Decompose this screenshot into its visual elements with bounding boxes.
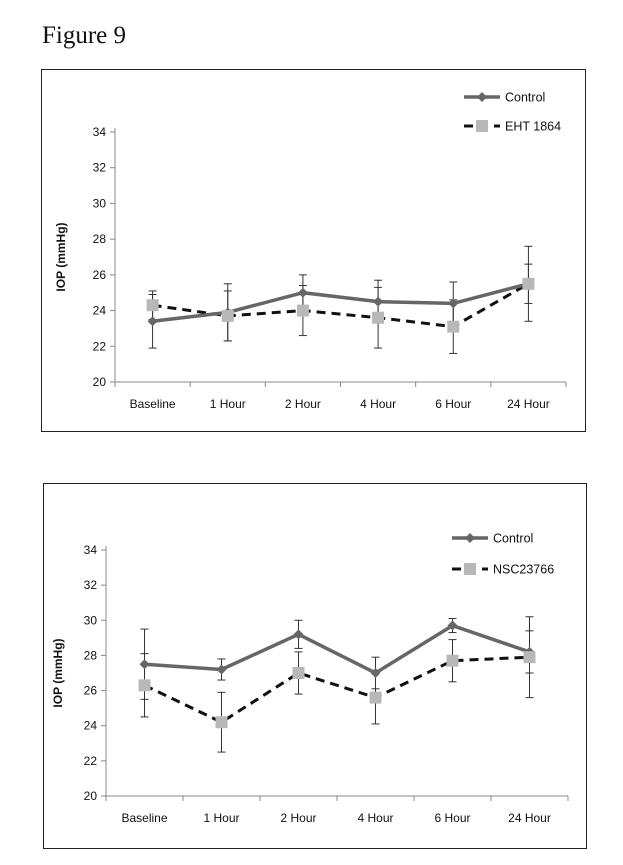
chart-1-y-axis-title: IOP (mmHg) <box>51 638 65 707</box>
chart-1-y-tick-label: 24 <box>84 719 98 733</box>
chart-0-point-treatment <box>372 311 385 324</box>
chart-0-legend-marker-treatment <box>476 120 488 132</box>
chart-1-point-control <box>447 620 458 631</box>
chart-1-legend-label-0: Control <box>493 532 533 546</box>
chart-1-point-treatment <box>369 691 382 704</box>
chart-0-y-tick-label: 22 <box>93 339 107 353</box>
chart-1-y-tick-label: 28 <box>84 648 98 662</box>
chart-1-legend-marker-control <box>465 533 475 543</box>
iop-chart-eht1864: 20 22 24 26 28 30 32 34 Baseline 1 Hour 2 Hour 4 Ho… <box>54 91 567 411</box>
chart-1-point-control <box>293 629 304 640</box>
chart-0-legend-marker-control <box>477 92 487 102</box>
chart-1-y-tick-label: 22 <box>84 754 98 768</box>
chart-1-y-tick-label: 32 <box>84 578 98 592</box>
chart-0-x-tick-label: 2 Hour <box>285 397 321 411</box>
chart-0-point-treatment <box>221 309 234 322</box>
chart-0-x-tick-label: 1 Hour <box>210 397 246 411</box>
chart-0-x-tick-label: Baseline <box>130 397 176 411</box>
chart-1-x-tick-label: 2 Hour <box>280 811 316 825</box>
chart-1-x-tick-label: 1 Hour <box>203 811 239 825</box>
chart-1-x-tick-label: 24 Hour <box>508 811 551 825</box>
chart-1-point-treatment <box>138 679 151 692</box>
chart-0-point-control <box>297 287 308 298</box>
chart-0-y-tick-label: 34 <box>93 125 107 139</box>
chart-0-point-treatment <box>146 299 159 312</box>
chart-1-series-line-0 <box>144 623 531 676</box>
chart-0-point-treatment <box>522 277 535 290</box>
chart-0-y-tick-label: 30 <box>93 196 107 210</box>
chart-0-series-line-1 <box>152 282 530 329</box>
chart-1-legend-label-1: NSC23766 <box>493 563 554 577</box>
chart-1-y-tick-label: 20 <box>84 789 98 803</box>
chart-0-legend-label-1: EHT 1864 <box>505 120 561 134</box>
chart-1-point-treatment <box>292 667 305 679</box>
chart-0-legend-label-0: Control <box>505 91 545 105</box>
chart-0-point-control <box>373 296 384 307</box>
iop-chart-nsc23766: 20 22 24 26 28 30 32 34 Baseline 1 Hour 2 Hour 4 Ho… <box>51 532 569 825</box>
chart-0-y-axis-title: IOP (mmHg) <box>54 222 68 291</box>
chart-0-point-treatment <box>447 320 460 333</box>
chart-1-point-control <box>370 668 381 678</box>
chart-1-y-tick-label: 34 <box>84 543 98 557</box>
figure-title: Figure 9 <box>42 22 127 49</box>
chart-1-legend-marker-treatment <box>464 563 476 575</box>
chart-0-point-control <box>448 298 459 309</box>
chart-0-series-line-0 <box>152 282 529 324</box>
chart-1-series-line-1 <box>143 655 530 724</box>
chart-0-x-tick-label: 24 Hour <box>507 397 550 411</box>
chart-0-y-tick-label: 26 <box>93 268 107 282</box>
chart-0-point-treatment <box>296 304 309 317</box>
chart-1-x-tick-label: 4 Hour <box>357 811 393 825</box>
chart-1-point-treatment <box>523 651 536 664</box>
chart-0-y-tick-label: 24 <box>93 304 107 318</box>
chart-0-x-tick-label: 4 Hour <box>360 397 396 411</box>
chart-1-y-tick-label: 26 <box>84 684 98 698</box>
chart-0-y-tick-label: 28 <box>93 232 107 246</box>
chart-1-point-control <box>139 659 150 670</box>
chart-0-y-tick-label: 20 <box>93 375 107 389</box>
chart-1-point-treatment <box>446 654 459 667</box>
chart-0-x-tick-label: 6 Hour <box>435 397 471 411</box>
chart-panel-top: 20 22 24 26 28 30 32 34 Baseline 1 Hour 2 Hour 4 Ho… <box>41 69 586 432</box>
chart-0-y-tick-label: 32 <box>93 161 107 175</box>
chart-1-y-tick-label: 30 <box>84 613 98 627</box>
chart-panel-bottom: 20 22 24 26 28 30 32 34 Baseline 1 Hour 2 Hour 4 Ho… <box>43 483 587 849</box>
chart-1-point-treatment <box>215 716 228 729</box>
chart-1-x-tick-label: 6 Hour <box>434 811 470 825</box>
chart-0-point-control <box>147 316 158 327</box>
chart-1-x-tick-label: Baseline <box>121 811 167 825</box>
chart-1-point-control <box>216 664 227 675</box>
